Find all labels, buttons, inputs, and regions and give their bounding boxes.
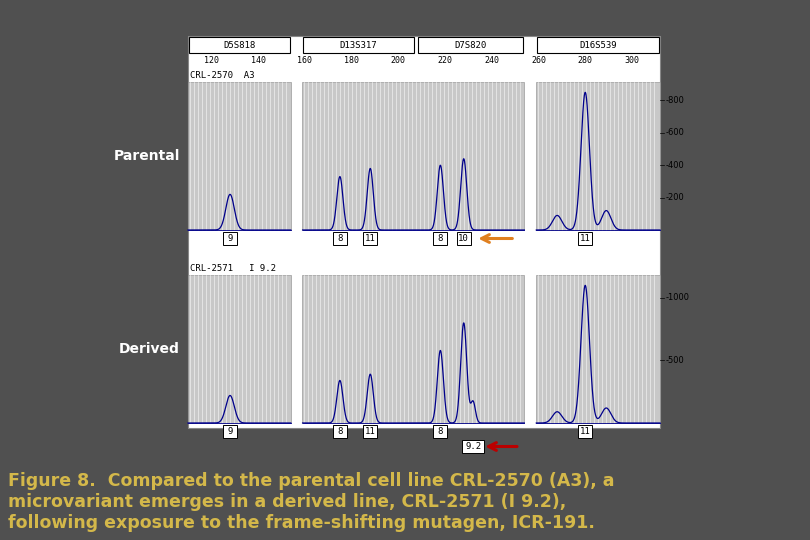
Text: 9.2: 9.2 <box>465 442 481 451</box>
Bar <box>536 82 660 230</box>
Bar <box>536 275 660 423</box>
Bar <box>578 232 592 245</box>
Bar <box>189 37 290 53</box>
Text: 11: 11 <box>364 234 376 243</box>
Text: Derived: Derived <box>119 342 180 356</box>
Text: 9: 9 <box>228 234 232 243</box>
Bar <box>433 425 447 438</box>
Bar <box>462 440 484 453</box>
Bar <box>302 82 525 230</box>
Text: -500: -500 <box>666 356 684 365</box>
Text: 240: 240 <box>484 56 499 65</box>
Text: 140: 140 <box>250 56 266 65</box>
Text: -200: -200 <box>666 193 684 202</box>
Bar <box>188 36 660 428</box>
Bar <box>188 275 291 423</box>
Text: 11: 11 <box>580 427 590 436</box>
Text: -800: -800 <box>666 96 685 105</box>
Text: 11: 11 <box>364 427 376 436</box>
Text: CRL-2571   I 9.2: CRL-2571 I 9.2 <box>190 264 276 273</box>
Text: Parental: Parental <box>113 149 180 163</box>
Text: Figure 8.  Compared to the parental cell line CRL-2570 (A3), a
microvariant emer: Figure 8. Compared to the parental cell … <box>8 472 615 532</box>
Text: D16S539: D16S539 <box>579 40 617 50</box>
Text: D7S820: D7S820 <box>454 40 487 50</box>
Text: D13S317: D13S317 <box>339 40 377 50</box>
Text: 120: 120 <box>204 56 219 65</box>
Bar <box>302 275 525 423</box>
Text: CRL-2570  A3: CRL-2570 A3 <box>190 71 254 80</box>
Bar <box>188 82 291 230</box>
Text: D5S818: D5S818 <box>224 40 255 50</box>
Text: 180: 180 <box>344 56 359 65</box>
Text: 8: 8 <box>437 234 443 243</box>
Bar <box>457 232 471 245</box>
Bar <box>418 37 523 53</box>
Text: 280: 280 <box>578 56 593 65</box>
Text: -1000: -1000 <box>666 293 690 302</box>
Bar <box>333 232 347 245</box>
Text: 8: 8 <box>337 427 343 436</box>
Bar <box>223 232 237 245</box>
Bar <box>433 232 447 245</box>
Text: 260: 260 <box>531 56 546 65</box>
Text: 9: 9 <box>228 427 232 436</box>
Bar <box>304 37 414 53</box>
Text: 220: 220 <box>437 56 453 65</box>
Bar <box>363 425 377 438</box>
Bar <box>537 37 659 53</box>
Bar <box>223 425 237 438</box>
Text: 200: 200 <box>390 56 406 65</box>
Text: -600: -600 <box>666 129 685 137</box>
Text: 10: 10 <box>458 234 469 243</box>
Text: 8: 8 <box>437 427 443 436</box>
Text: 8: 8 <box>337 234 343 243</box>
Bar <box>363 232 377 245</box>
Bar <box>578 425 592 438</box>
Text: 300: 300 <box>625 56 639 65</box>
Text: -400: -400 <box>666 161 684 170</box>
Text: 160: 160 <box>297 56 313 65</box>
Text: 11: 11 <box>580 234 590 243</box>
Bar <box>333 425 347 438</box>
